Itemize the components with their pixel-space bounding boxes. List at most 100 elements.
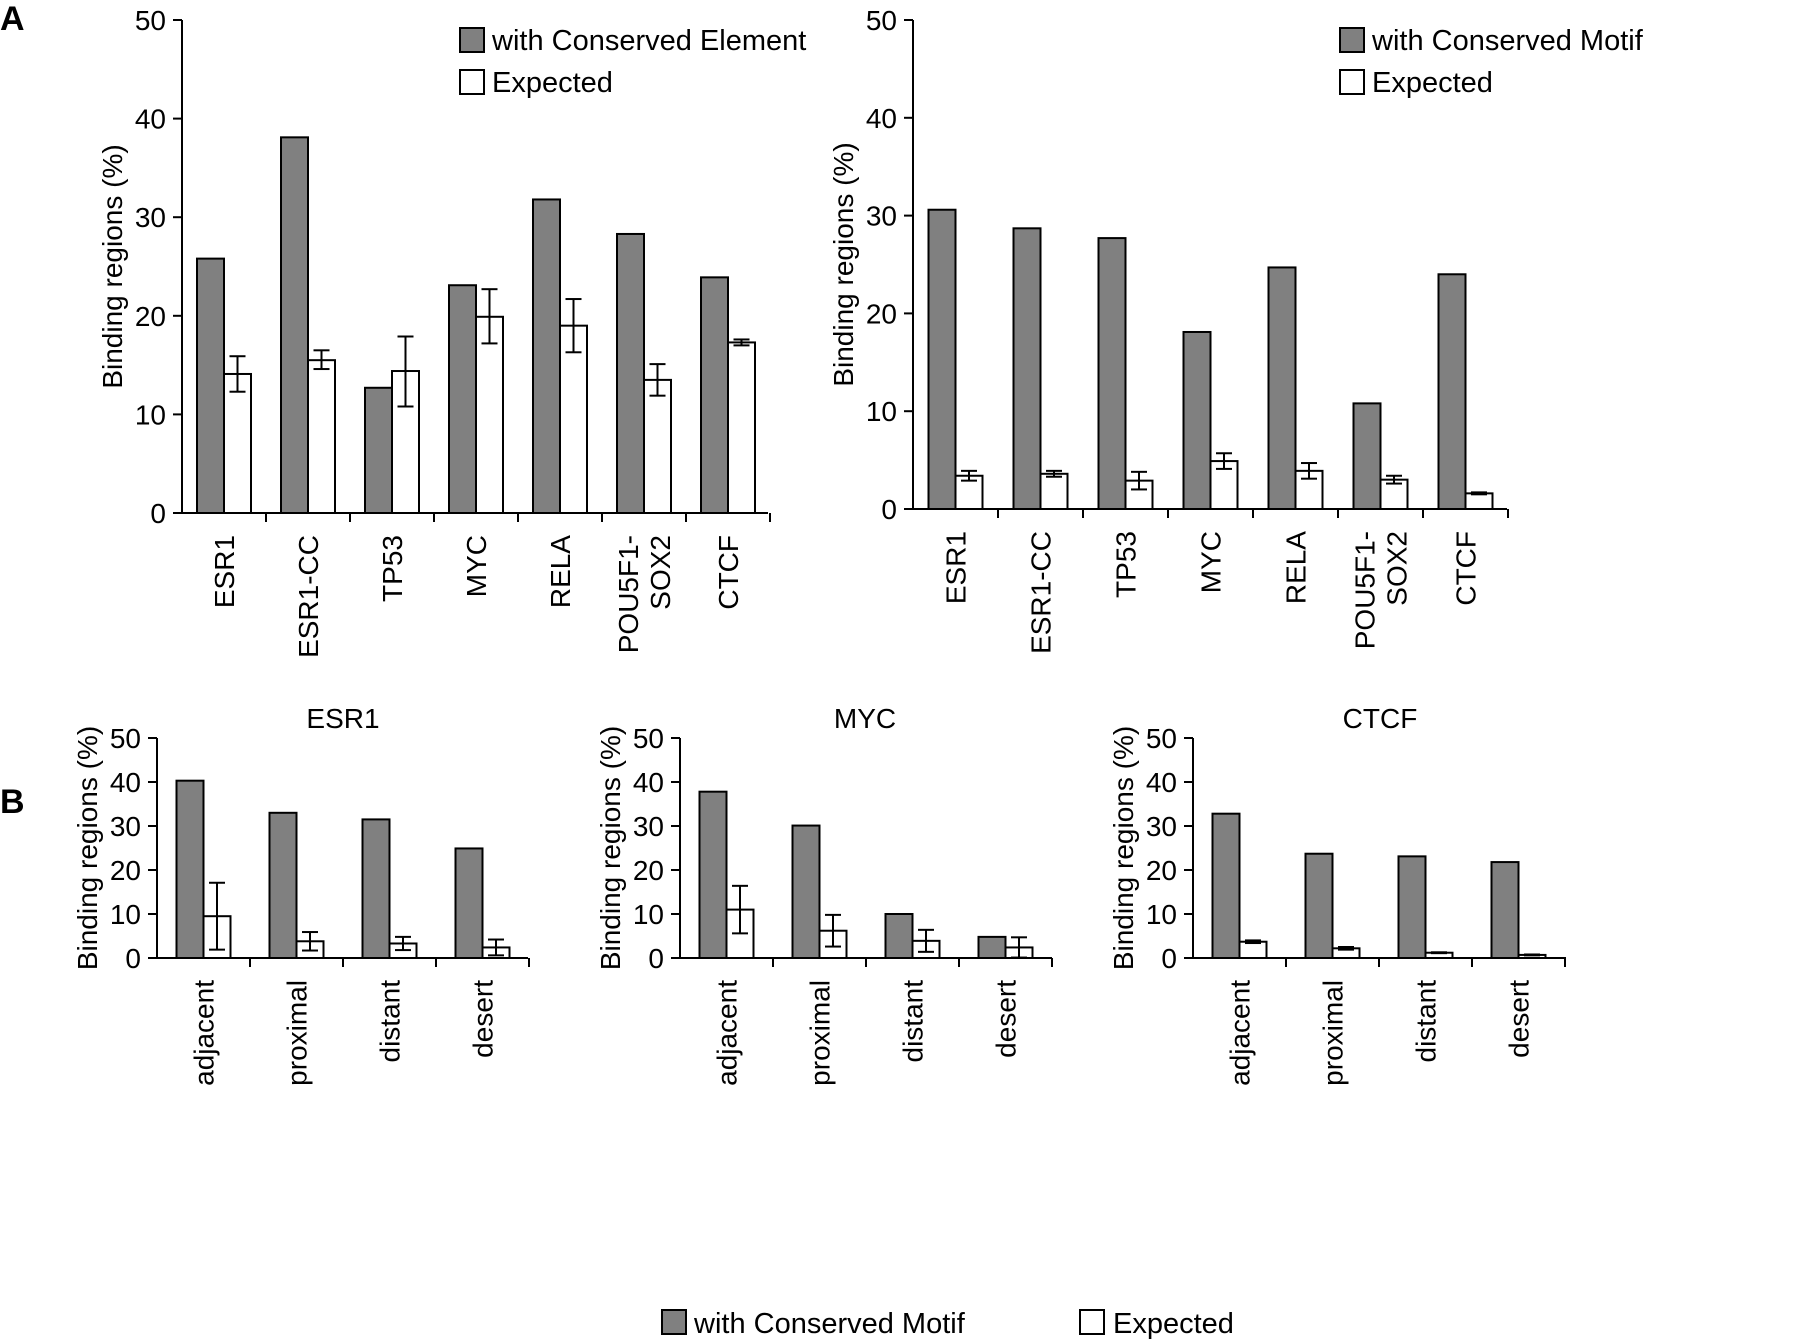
bar-expected-myc — [475, 315, 504, 515]
y-tick-label: 10 — [135, 399, 166, 430]
category-label-pou5f1-sox2: SOX2 — [645, 535, 676, 610]
category-label-esr1-cc: ESR1-CC — [1026, 531, 1057, 654]
category-label-tp53: TP53 — [1111, 531, 1142, 598]
category-label-rela: RELA — [1281, 531, 1312, 604]
category-label-distant: distant — [898, 980, 929, 1063]
category-label-ctcf: CTCF — [1451, 531, 1482, 606]
category-label-desert: desert — [991, 980, 1022, 1058]
category-label-adjacent: adjacent — [189, 980, 220, 1086]
category-label-rela: RELA — [545, 535, 576, 608]
y-tick-label: 10 — [1146, 899, 1177, 930]
bar-expected-esr1-cc — [1039, 472, 1069, 510]
category-label-proximal: proximal — [805, 980, 836, 1086]
bar-with-conserved-motif-esr1-cc — [1012, 227, 1042, 510]
bar-with-conserved-motif-desert — [454, 847, 484, 959]
y-tick-label: 20 — [633, 855, 664, 886]
legend-swatch-expected — [459, 69, 485, 95]
category-label-distant: distant — [375, 980, 406, 1063]
y-tick-label: 40 — [633, 767, 664, 798]
y-tick-label: 0 — [648, 943, 664, 974]
bar-with-conserved-element-ctcf — [700, 276, 729, 515]
bar-expected-rela — [559, 324, 588, 514]
bar-with-conserved-motif-adjacent — [1211, 812, 1241, 959]
y-tick-label: 50 — [110, 723, 141, 754]
bar-with-conserved-element-tp53 — [364, 386, 393, 515]
bar-with-conserved-motif-proximal — [1304, 852, 1334, 959]
bar-with-conserved-element-myc — [448, 284, 477, 515]
category-label-esr1: ESR1 — [941, 531, 972, 604]
y-axis-label: Binding regions (%) — [595, 726, 626, 970]
legend-label-expected: Expected — [1372, 67, 1493, 99]
bar-with-conserved-motif-proximal — [268, 811, 298, 959]
bar-with-conserved-element-rela — [532, 198, 561, 514]
category-label-desert: desert — [1504, 980, 1535, 1058]
bar-with-conserved-motif-pou5f1-sox2 — [1352, 402, 1382, 511]
category-label-esr1-cc: ESR1-CC — [293, 535, 324, 658]
bar-expected-ctcf — [727, 341, 756, 514]
bar-with-conserved-element-pou5f1-sox2 — [616, 232, 645, 514]
category-label-adjacent: adjacent — [712, 980, 743, 1086]
legend-swatch-with-conserved-element — [459, 27, 485, 53]
y-tick-label: 30 — [866, 201, 897, 232]
bar-with-conserved-motif-ctcf — [1437, 273, 1467, 510]
bar-with-conserved-motif-distant — [361, 818, 391, 960]
y-tick-label: 20 — [135, 301, 166, 332]
category-label-pou5f1-sox2: SOX2 — [1382, 531, 1413, 606]
bar-with-conserved-motif-distant — [884, 913, 914, 959]
legend-label-conserved-motif: with Conserved Motif — [693, 1308, 966, 1340]
category-label-distant: distant — [1411, 980, 1442, 1063]
y-tick-label: 20 — [1146, 855, 1177, 886]
y-axis-label: Binding regions (%) — [1108, 726, 1139, 970]
chart-title: MYC — [834, 703, 896, 734]
panel-b-label: B — [0, 783, 25, 821]
bar-expected-ctcf — [1464, 492, 1494, 510]
panel-a-label: A — [0, 0, 25, 38]
legend-label-with-conserved-motif: with Conserved Motif — [1371, 25, 1644, 57]
y-tick-label: 50 — [866, 5, 897, 36]
y-tick-label: 0 — [1161, 943, 1177, 974]
category-label-proximal: proximal — [282, 980, 313, 1086]
y-tick-label: 20 — [110, 855, 141, 886]
bar-with-conserved-motif-desert — [977, 935, 1007, 960]
y-tick-label: 30 — [633, 811, 664, 842]
y-tick-label: 10 — [633, 899, 664, 930]
y-tick-label: 10 — [866, 396, 897, 427]
y-tick-label: 40 — [866, 103, 897, 134]
chart-a-conserved-element: 0 10 20 30 40 50 Binding regions (%) ESR1 ESR1-C… — [97, 5, 806, 658]
bar-with-conserved-motif-tp53 — [1097, 237, 1127, 510]
category-label-myc: MYC — [1196, 531, 1227, 593]
bar-expected-adjacent — [1238, 940, 1268, 959]
chart-a-conserved-motif: 0 10 20 30 40 50 Binding regions (%) ESR1 ESR1-C… — [828, 5, 1644, 654]
y-tick-label: 30 — [135, 202, 166, 233]
category-label-tp53: TP53 — [377, 535, 408, 602]
y-tick-label: 0 — [881, 494, 897, 525]
y-axis-label: Binding regions (%) — [97, 144, 128, 388]
category-label-myc: MYC — [461, 535, 492, 597]
bar-with-conserved-motif-esr1 — [927, 208, 957, 510]
y-tick-label: 50 — [135, 5, 166, 36]
category-label-proximal: proximal — [1318, 980, 1349, 1086]
legend-label-expected: Expected — [1113, 1308, 1234, 1340]
category-label-esr1: ESR1 — [209, 535, 240, 608]
bar-with-conserved-element-esr1-cc — [280, 136, 309, 514]
y-tick-label: 50 — [633, 723, 664, 754]
y-tick-label: 10 — [110, 899, 141, 930]
bar-expected-pou5f1-sox2 — [643, 378, 672, 515]
y-axis-label: Binding regions (%) — [828, 142, 859, 386]
y-tick-label: 40 — [135, 104, 166, 135]
y-tick-label: 20 — [866, 298, 897, 329]
bar-with-conserved-motif-desert — [1490, 861, 1520, 960]
bar-with-conserved-motif-rela — [1267, 266, 1297, 510]
legend-label-with-conserved-element: with Conserved Element — [491, 25, 806, 57]
legend-swatch-with-conserved-motif — [1339, 27, 1365, 53]
y-tick-label: 40 — [1146, 767, 1177, 798]
bar-with-conserved-motif-myc — [1182, 330, 1212, 510]
bar-with-conserved-motif-proximal — [791, 824, 821, 959]
bar-expected-esr1 — [223, 372, 252, 514]
legend-label-expected: Expected — [492, 67, 613, 99]
category-label-pou5f1-sox2: POU5F1- — [1350, 531, 1381, 649]
bar-with-conserved-motif-adjacent — [175, 779, 205, 959]
